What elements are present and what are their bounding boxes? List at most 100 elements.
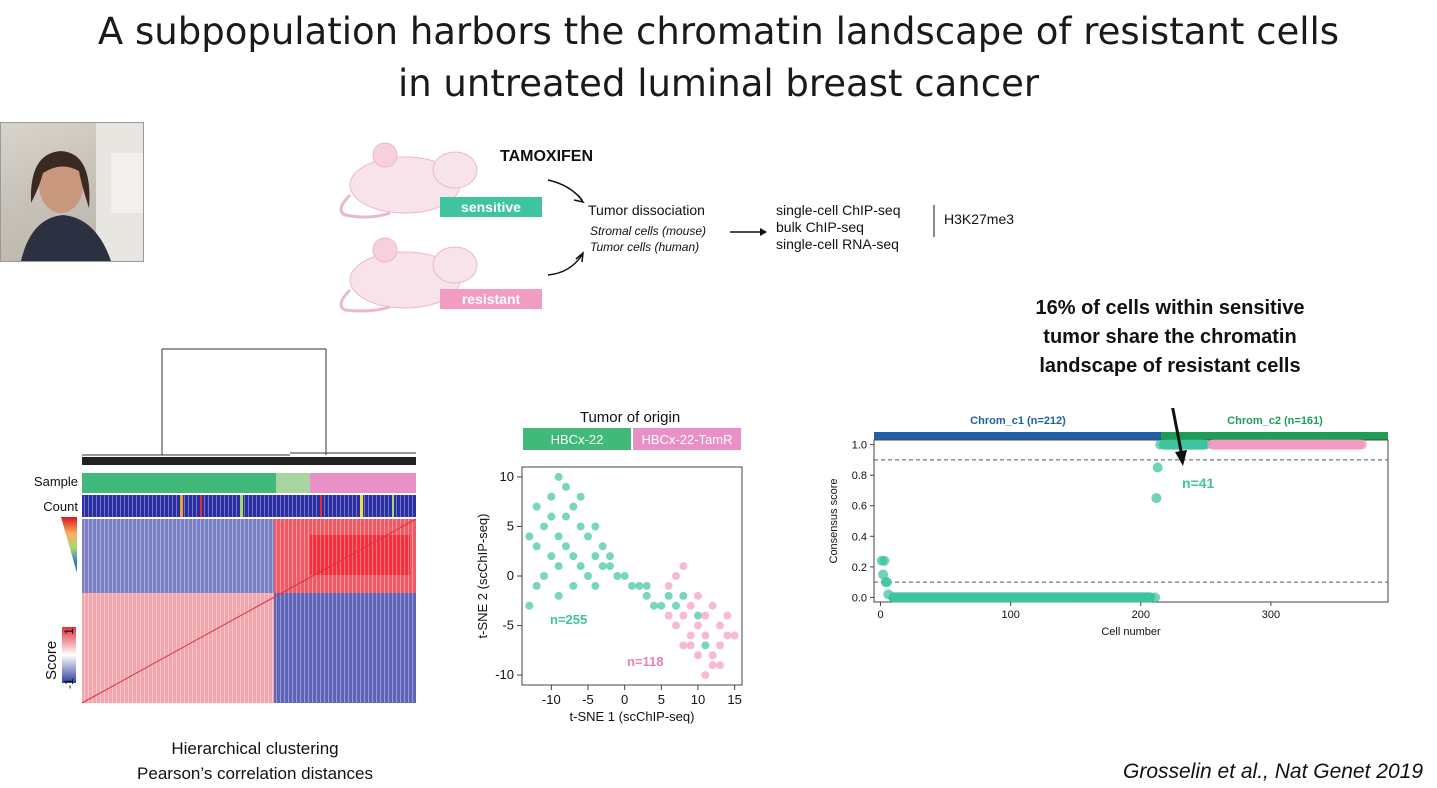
consensus-xtick-label: 300 <box>1262 609 1280 621</box>
consensus-xlabel: Cell number <box>1101 626 1161 638</box>
tsne-xlabel: t-SNE 1 (scChIP-seq) <box>570 709 695 724</box>
mark-label: H3K27me3 <box>944 211 1014 227</box>
tumor-dissociation: Tumor dissociation <box>588 202 705 218</box>
experiment-schema: sensitive resistant TAMOXIFEN Tumor diss… <box>339 142 1014 313</box>
cluster1-label: Chrom_c1 (n=212) <box>970 415 1066 427</box>
tsne-point-1-16 <box>672 621 680 630</box>
tsne-point-0-32 <box>598 542 607 551</box>
tsne-point-0-36 <box>591 522 600 531</box>
tsne-xticks: -10 -5 0 5 10 15 <box>542 685 742 707</box>
tsne-point-1-6 <box>708 651 717 660</box>
tsne-point-1-2 <box>679 562 688 571</box>
tsne-point-0-16 <box>584 572 592 580</box>
consensus-marks <box>874 439 1388 603</box>
score-color-legend <box>62 627 76 683</box>
callout-line1: 16% of cells within sensitive <box>1035 297 1305 319</box>
tsne-point-0-6 <box>576 522 585 531</box>
tsne-point-0-17 <box>606 562 614 571</box>
arrow-sensitive <box>547 179 583 201</box>
callout-line2: tumor share the chromatin <box>1043 326 1297 348</box>
mouse-resistant-illustration <box>339 237 478 313</box>
tsne-point-1-20 <box>723 611 732 620</box>
consensus-xticks: 0 100 200 300 <box>877 602 1280 621</box>
tsne-point-1-0 <box>664 581 673 590</box>
tsne-point-0-10 <box>569 552 578 561</box>
tsne-point-0-22 <box>620 572 629 580</box>
tumor-cells: Tumor cells (human) <box>590 240 699 254</box>
slide-title: A subpopulation harbors the chromatin la… <box>0 6 1437 110</box>
consensus-ytick-label: 0.4 <box>852 531 867 543</box>
tsne-point-0-20 <box>591 581 600 590</box>
consensus-point-0-2 <box>878 569 889 580</box>
heatmap-caption: Hierarchical clustering Pearson’s correl… <box>120 736 390 786</box>
count-color-legend <box>61 517 77 573</box>
tsne-point-0-26 <box>650 601 658 610</box>
tsne-point-0-29 <box>642 581 651 590</box>
tsne-point-1-3 <box>686 601 695 610</box>
tsne-point-0-42 <box>679 591 688 600</box>
consensus-point-0-7 <box>940 592 951 603</box>
tsne-ytick-label: 0 <box>507 568 514 583</box>
tsne-ytick-label: 10 <box>500 469 514 484</box>
tsne-point-0-39 <box>532 581 541 590</box>
callout-arrow <box>1171 408 1184 457</box>
consensus-point-0-1 <box>879 555 890 566</box>
tsne-point-1-8 <box>679 611 688 620</box>
caption-line2: Pearson’s correlation distances <box>137 764 373 783</box>
consensus-xtick-label: 100 <box>1001 609 1019 621</box>
tsne-point-0-28 <box>664 591 673 600</box>
sensitive-tag: sensitive <box>461 199 521 215</box>
tsne-point-0-13 <box>576 562 585 571</box>
tsne-point-0-37 <box>606 552 614 561</box>
tsne-point-0-0 <box>547 492 556 501</box>
tsne-point-1-10 <box>701 611 710 620</box>
tsne-point-1-15 <box>686 641 695 650</box>
consensus-point-0-4 <box>882 577 893 588</box>
presenter-webcam[interactable] <box>0 122 144 262</box>
consensus-point-0-10 <box>1135 592 1146 603</box>
caption-line1: Hierarchical clustering <box>171 739 339 758</box>
tsne-point-1-18 <box>708 661 717 670</box>
tsne-xtick-label: 5 <box>658 692 665 707</box>
tsne-ytick-label: -5 <box>502 618 514 633</box>
mouse-sensitive-illustration <box>339 142 478 219</box>
tamoxifen-label: TAMOXIFEN <box>500 148 593 165</box>
tsne-point-0-41 <box>672 601 680 610</box>
score-label: Score <box>43 641 60 680</box>
tsne-n-resistant: n=118 <box>627 654 664 669</box>
tsne-point-0-9 <box>584 532 592 541</box>
consensus-xtick-label: 200 <box>1132 609 1150 621</box>
method-3: single-cell RNA-seq <box>776 236 899 252</box>
legend-hbcx22: HBCx-22 <box>551 432 604 447</box>
score-max: 1 <box>62 628 76 635</box>
slide-title-line1: A subpopulation harbors the chromatin la… <box>97 10 1340 53</box>
tsne-point-0-25 <box>642 591 651 600</box>
consensus-point-2-0 <box>1207 439 1218 450</box>
reference: Grosselin et al., Nat Genet 2019 <box>1123 760 1423 783</box>
tsne-point-1-14 <box>694 651 702 660</box>
tsne-ytick-label: 5 <box>507 518 514 533</box>
tsne-point-1-7 <box>716 641 724 650</box>
tsne-point-0-14 <box>598 562 607 571</box>
tsne-point-0-12 <box>591 552 600 561</box>
tsne-point-0-33 <box>525 532 534 541</box>
tsne-point-1-1 <box>672 572 680 580</box>
method-2: bulk ChIP-seq <box>776 219 864 235</box>
tsne-point-1-5 <box>701 631 710 640</box>
tsne-point-0-15 <box>554 562 563 571</box>
tsne-point-0-23 <box>628 581 636 590</box>
count-row-label: Count <box>43 499 78 514</box>
legend-tamr: HBCx-22-TamR <box>641 432 732 447</box>
consensus-yticks: 1.0 0.8 0.6 0.4 0.2 0.0 <box>852 440 874 604</box>
tsne-point-1-12 <box>716 621 724 630</box>
correlation-heatmap <box>81 518 417 704</box>
tsne-point-0-38 <box>554 591 563 600</box>
tsne-point-0-40 <box>525 601 534 610</box>
arrow-resistant <box>547 254 583 276</box>
tsne-point-0-1 <box>554 472 563 481</box>
legend-tamr-swatch <box>633 428 741 450</box>
consensus-ytick-label: 0.2 <box>852 562 867 574</box>
cluster2-label: Chrom_c2 (n=161) <box>1227 415 1323 427</box>
consensus-callout: 16% of cells within sensitive tumor shar… <box>1005 294 1335 381</box>
consensus-point-0-9 <box>1070 592 1081 603</box>
